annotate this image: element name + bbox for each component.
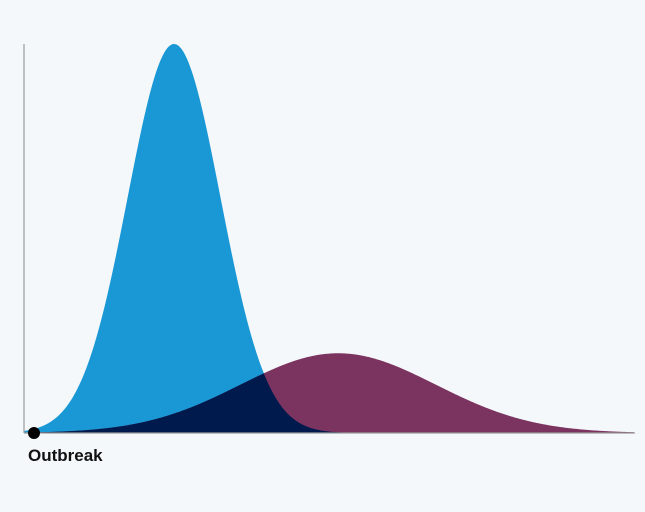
outbreak-marker-dot <box>28 427 40 439</box>
series-area-1 <box>24 44 634 433</box>
series-layer <box>24 44 634 433</box>
outbreak-label: Outbreak <box>28 446 103 465</box>
